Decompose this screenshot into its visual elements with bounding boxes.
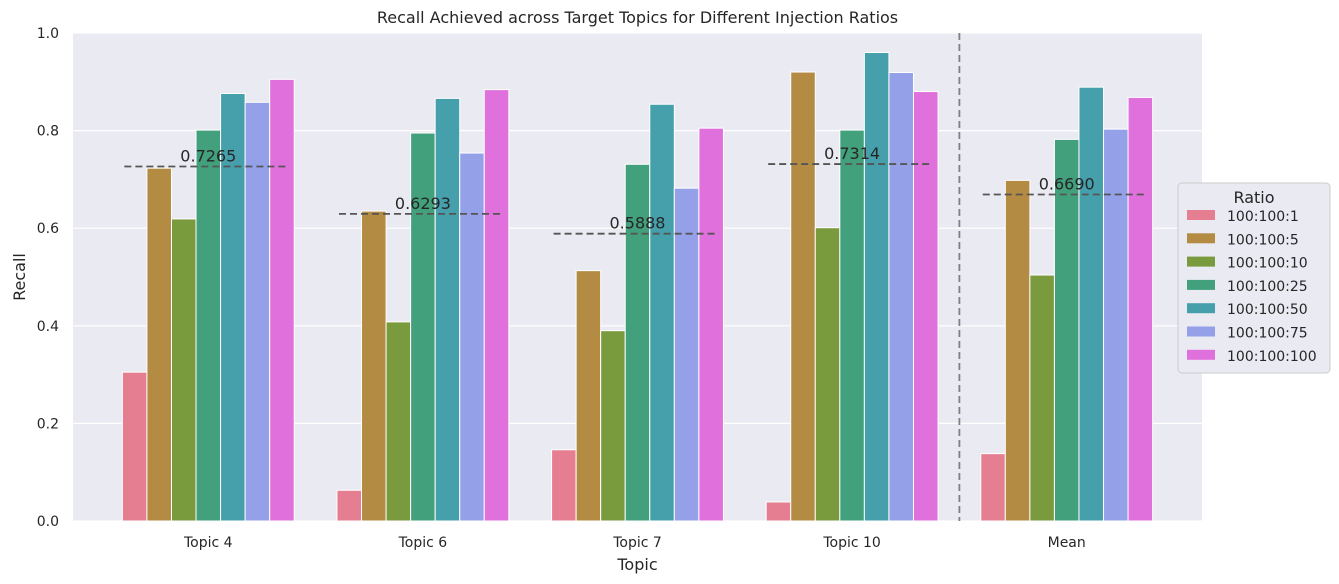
chart-title: Recall Achieved across Target Topics for… — [377, 8, 898, 27]
y-tick-label: 0.8 — [37, 124, 59, 140]
legend-title: Ratio — [1233, 188, 1274, 207]
x-tick-label: Topic 4 — [183, 535, 233, 551]
bar — [361, 210, 387, 522]
bar — [1103, 128, 1129, 522]
bar — [1078, 86, 1105, 522]
bar — [888, 72, 914, 522]
bar — [121, 371, 148, 522]
legend-label: 100:100:75 — [1227, 326, 1308, 342]
mean-label: 0.6690 — [1039, 175, 1095, 194]
mean-label: 0.5888 — [610, 214, 666, 233]
bar — [575, 270, 602, 522]
legend-swatch — [1187, 279, 1215, 290]
bar — [1127, 96, 1154, 522]
bar — [1053, 138, 1080, 522]
legend-box — [1177, 182, 1331, 374]
mean-label: 0.7265 — [180, 146, 236, 165]
bar — [146, 167, 172, 522]
bar — [385, 321, 412, 522]
bar — [410, 132, 436, 522]
bar — [814, 227, 841, 522]
bar — [336, 489, 363, 522]
bar — [980, 453, 1006, 522]
legend-swatch — [1187, 303, 1215, 314]
bar — [244, 101, 271, 522]
x-tick-label: Mean — [1048, 535, 1086, 551]
legend-items: 100:100:1 100:100:5 100:100:10 100:100:25 10… — [1187, 209, 1317, 365]
bar — [170, 218, 197, 522]
bar — [600, 330, 626, 522]
bar — [673, 187, 700, 522]
mean-label: 0.6293 — [395, 194, 451, 213]
legend-swatch — [1187, 349, 1215, 360]
legend-label: 100:100:50 — [1227, 302, 1308, 318]
bar — [269, 78, 295, 522]
legend-label: 100:100:5 — [1227, 232, 1299, 248]
y-tick-label: 0.4 — [37, 319, 59, 335]
legend-swatch — [1187, 233, 1215, 244]
y-axis-label: Recall — [10, 253, 29, 301]
bar — [483, 89, 510, 522]
legend-label: 100:100:10 — [1227, 256, 1308, 272]
x-axis-label: Topic — [616, 555, 657, 574]
bar — [624, 163, 651, 522]
bar — [839, 129, 865, 522]
bar — [459, 152, 485, 522]
x-tick-label: Topic 7 — [612, 535, 662, 551]
bar — [698, 127, 724, 522]
bar — [1004, 179, 1031, 522]
legend-swatch — [1187, 210, 1215, 220]
mean-label: 0.7314 — [824, 144, 880, 163]
legend-label: 100:100:100 — [1227, 349, 1317, 365]
bar — [765, 501, 792, 522]
x-axis-ticks: Topic 4 Topic 6 Topic 7 Topic 10 Mean — [183, 535, 1086, 551]
bar — [790, 71, 816, 522]
legend: Ratio 100:100:1100:100:5100:100:10100:10… — [1177, 182, 1331, 374]
bar — [551, 449, 577, 522]
bar — [220, 93, 246, 522]
bar — [195, 129, 222, 522]
y-tick-label: 1.0 — [37, 26, 59, 42]
legend-swatch — [1187, 256, 1215, 267]
x-tick-label: Topic 6 — [398, 535, 448, 551]
bar — [649, 103, 675, 522]
x-tick-label: Topic 10 — [822, 535, 880, 551]
legend-label: 100:100:1 — [1227, 209, 1299, 225]
y-tick-label: 0.2 — [37, 416, 59, 432]
y-tick-label: 0.6 — [37, 221, 59, 237]
mean-lines: 0.7265 0.6293 0.5888 0.7314 0.6690 — [124, 33, 1147, 521]
y-tick-label: 0.0 — [37, 514, 59, 530]
bars — [121, 52, 1154, 522]
bar — [863, 52, 890, 522]
legend-label: 100:100:25 — [1227, 279, 1308, 295]
bar — [912, 91, 939, 522]
y-axis-ticks: 0.0 0.2 0.4 0.6 0.8 1.0 — [37, 26, 59, 530]
legend-swatch — [1187, 326, 1215, 337]
bar — [434, 97, 461, 522]
bar — [1029, 274, 1055, 522]
